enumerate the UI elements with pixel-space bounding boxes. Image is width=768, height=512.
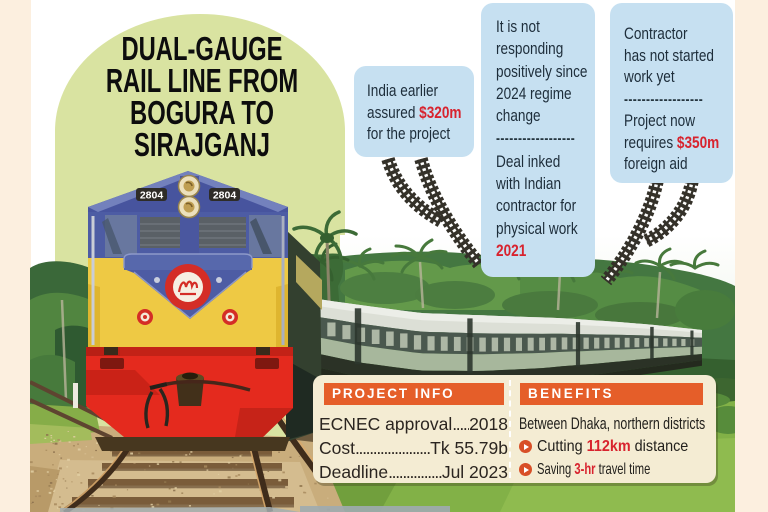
svg-text:2804: 2804 [213,190,237,202]
svg-text:2804: 2804 [140,190,164,202]
